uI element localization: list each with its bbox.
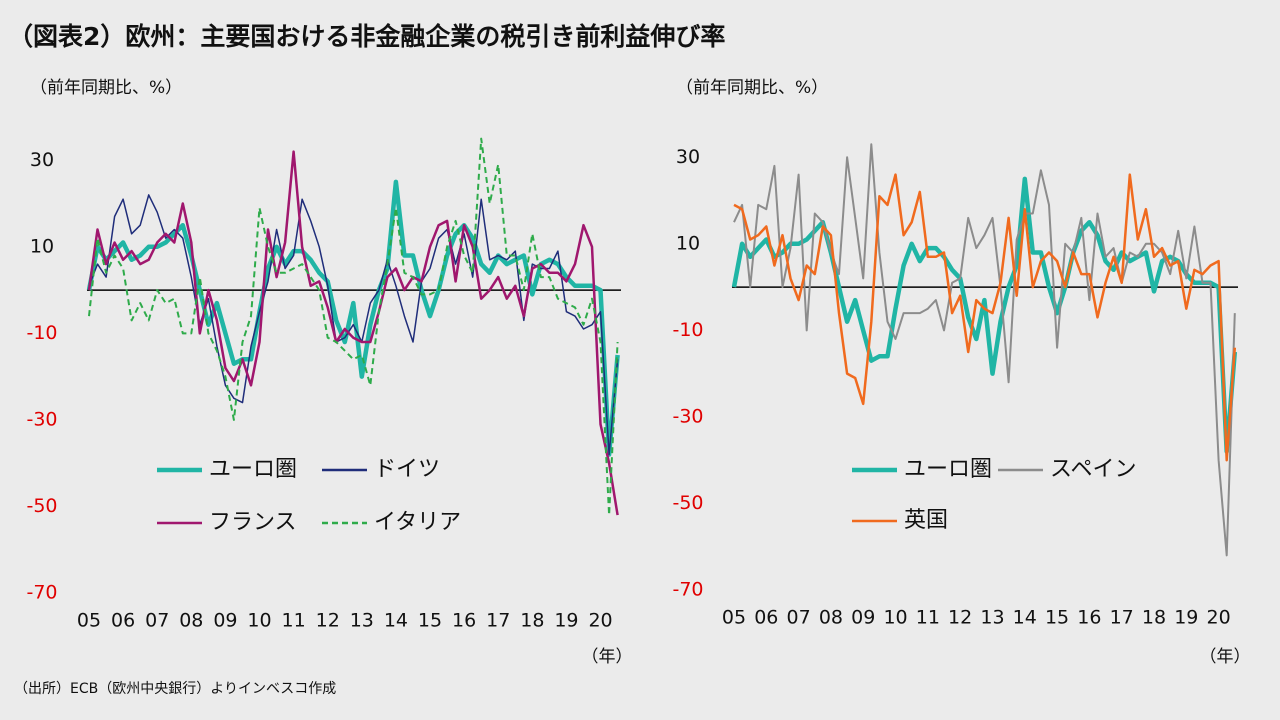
- y-tick-label: -50: [26, 495, 57, 517]
- series-line: [731, 176, 1238, 454]
- y-tick-label: 30: [676, 146, 700, 168]
- legend-label: 英国: [904, 508, 948, 533]
- series-line: [733, 143, 1236, 557]
- x-tick-label: 18: [520, 610, 544, 632]
- x-tick-label: 07: [145, 610, 169, 632]
- page-title: （図表2）欧州：主要国おける非金融企業の税引き前利益伸び率: [8, 22, 725, 51]
- series-line: [87, 150, 619, 516]
- x-tick-label: 06: [754, 607, 778, 629]
- x-tick-label: 10: [883, 607, 907, 629]
- x-tick-label: 18: [1142, 607, 1166, 629]
- x-axis-unit: （年）: [1200, 647, 1251, 667]
- x-tick-label: 05: [77, 610, 101, 632]
- x-tick-label: 06: [111, 610, 135, 632]
- series-line: [88, 194, 619, 456]
- x-tick-label: 11: [916, 607, 940, 629]
- source-note: （出所）ECB（欧州中央銀行）よりインベスコ作成: [14, 681, 336, 697]
- y-axis-unit: （前年同期比、%）: [30, 78, 182, 98]
- x-tick-label: 12: [316, 610, 340, 632]
- x-tick-label: 20: [1207, 607, 1231, 629]
- series-line: [88, 137, 619, 517]
- x-tick-label: 08: [179, 610, 203, 632]
- x-tick-label: 14: [1013, 607, 1037, 629]
- y-tick-label: 30: [30, 149, 54, 171]
- x-tick-label: 11: [282, 610, 306, 632]
- legend-label: ユーロ圏: [209, 457, 297, 482]
- x-axis-unit: （年）: [582, 647, 633, 667]
- x-tick-label: 16: [452, 610, 476, 632]
- y-tick-label: -30: [26, 408, 57, 430]
- x-tick-label: 16: [1077, 607, 1101, 629]
- legend-label: ユーロ圏: [904, 457, 992, 482]
- legend-label: フランス: [209, 510, 297, 535]
- y-tick-label: -70: [26, 582, 57, 604]
- x-tick-label: 17: [1110, 607, 1134, 629]
- x-tick-label: 07: [787, 607, 811, 629]
- y-tick-label: -70: [672, 579, 703, 601]
- legend-label: イタリア: [374, 510, 461, 535]
- y-axis-unit: （前年同期比、%）: [676, 78, 828, 98]
- x-tick-label: 10: [247, 610, 271, 632]
- x-tick-label: 05: [722, 607, 746, 629]
- y-tick-label: -50: [672, 492, 703, 514]
- y-tick-label: -10: [672, 319, 703, 341]
- y-tick-label: -10: [26, 322, 57, 344]
- x-tick-label: 13: [980, 607, 1004, 629]
- legend-label: ドイツ: [374, 457, 440, 482]
- x-tick-label: 15: [1045, 607, 1069, 629]
- y-tick-label: 10: [676, 232, 700, 254]
- x-tick-label: 12: [948, 607, 972, 629]
- x-tick-label: 20: [588, 610, 612, 632]
- x-tick-label: 19: [1174, 607, 1198, 629]
- x-tick-label: 13: [350, 610, 374, 632]
- series-line: [733, 173, 1237, 462]
- x-tick-label: 14: [384, 610, 408, 632]
- x-tick-label: 09: [851, 607, 875, 629]
- x-tick-label: 17: [486, 610, 510, 632]
- y-tick-label: 10: [30, 235, 54, 257]
- x-tick-label: 08: [819, 607, 843, 629]
- x-tick-label: 15: [418, 610, 442, 632]
- y-tick-label: -30: [672, 405, 703, 427]
- legend-label: スペイン: [1050, 457, 1136, 482]
- x-tick-label: 09: [213, 610, 237, 632]
- x-tick-label: 19: [554, 610, 578, 632]
- series-line: [86, 179, 620, 457]
